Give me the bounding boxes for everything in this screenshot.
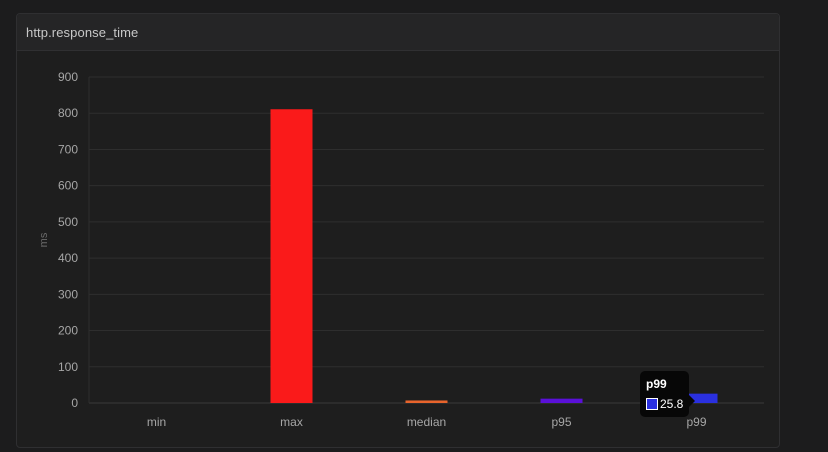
y-tick-label: 200 [58,324,78,338]
x-axis-ticks: min max median p95 p99 [147,415,707,429]
y-axis-ticks: 0 100 200 300 400 500 600 700 800 900 [58,70,78,410]
x-tick-label: min [147,415,166,429]
x-tick-label: median [407,415,446,429]
y-tick-label: 500 [58,215,78,229]
y-tick-label: 0 [71,396,78,410]
panel-header: http.response_time [17,14,779,51]
grid-lines [88,76,764,404]
x-tick-label: max [280,415,303,429]
y-tick-label: 300 [58,287,78,301]
tooltip-caret [689,395,695,407]
bar-p99[interactable] [675,393,718,403]
bar-max[interactable] [270,109,313,403]
y-tick-label: 400 [58,251,78,265]
y-axis-label: ms [38,232,50,247]
tooltip-value: 25.8 [660,397,684,411]
x-tick-label: p95 [551,415,571,429]
y-tick-label: 800 [58,106,78,120]
tooltip-row: 25.8 [646,397,689,411]
bars[interactable] [270,109,718,403]
panel-title: http.response_time [26,24,139,40]
y-tick-label: 700 [58,142,78,156]
bar-median[interactable] [405,400,448,403]
tooltip-swatch [646,398,658,410]
chart-panel: http.response_time [16,13,780,448]
tooltip-title: p99 [646,377,667,391]
y-tick-label: 600 [58,179,78,193]
bar-p95[interactable] [540,398,583,403]
y-tick-label: 100 [58,360,78,374]
x-tick-label: p99 [686,415,706,429]
y-tick-label: 900 [58,70,78,84]
tooltip: p99 25.8 [640,371,695,417]
